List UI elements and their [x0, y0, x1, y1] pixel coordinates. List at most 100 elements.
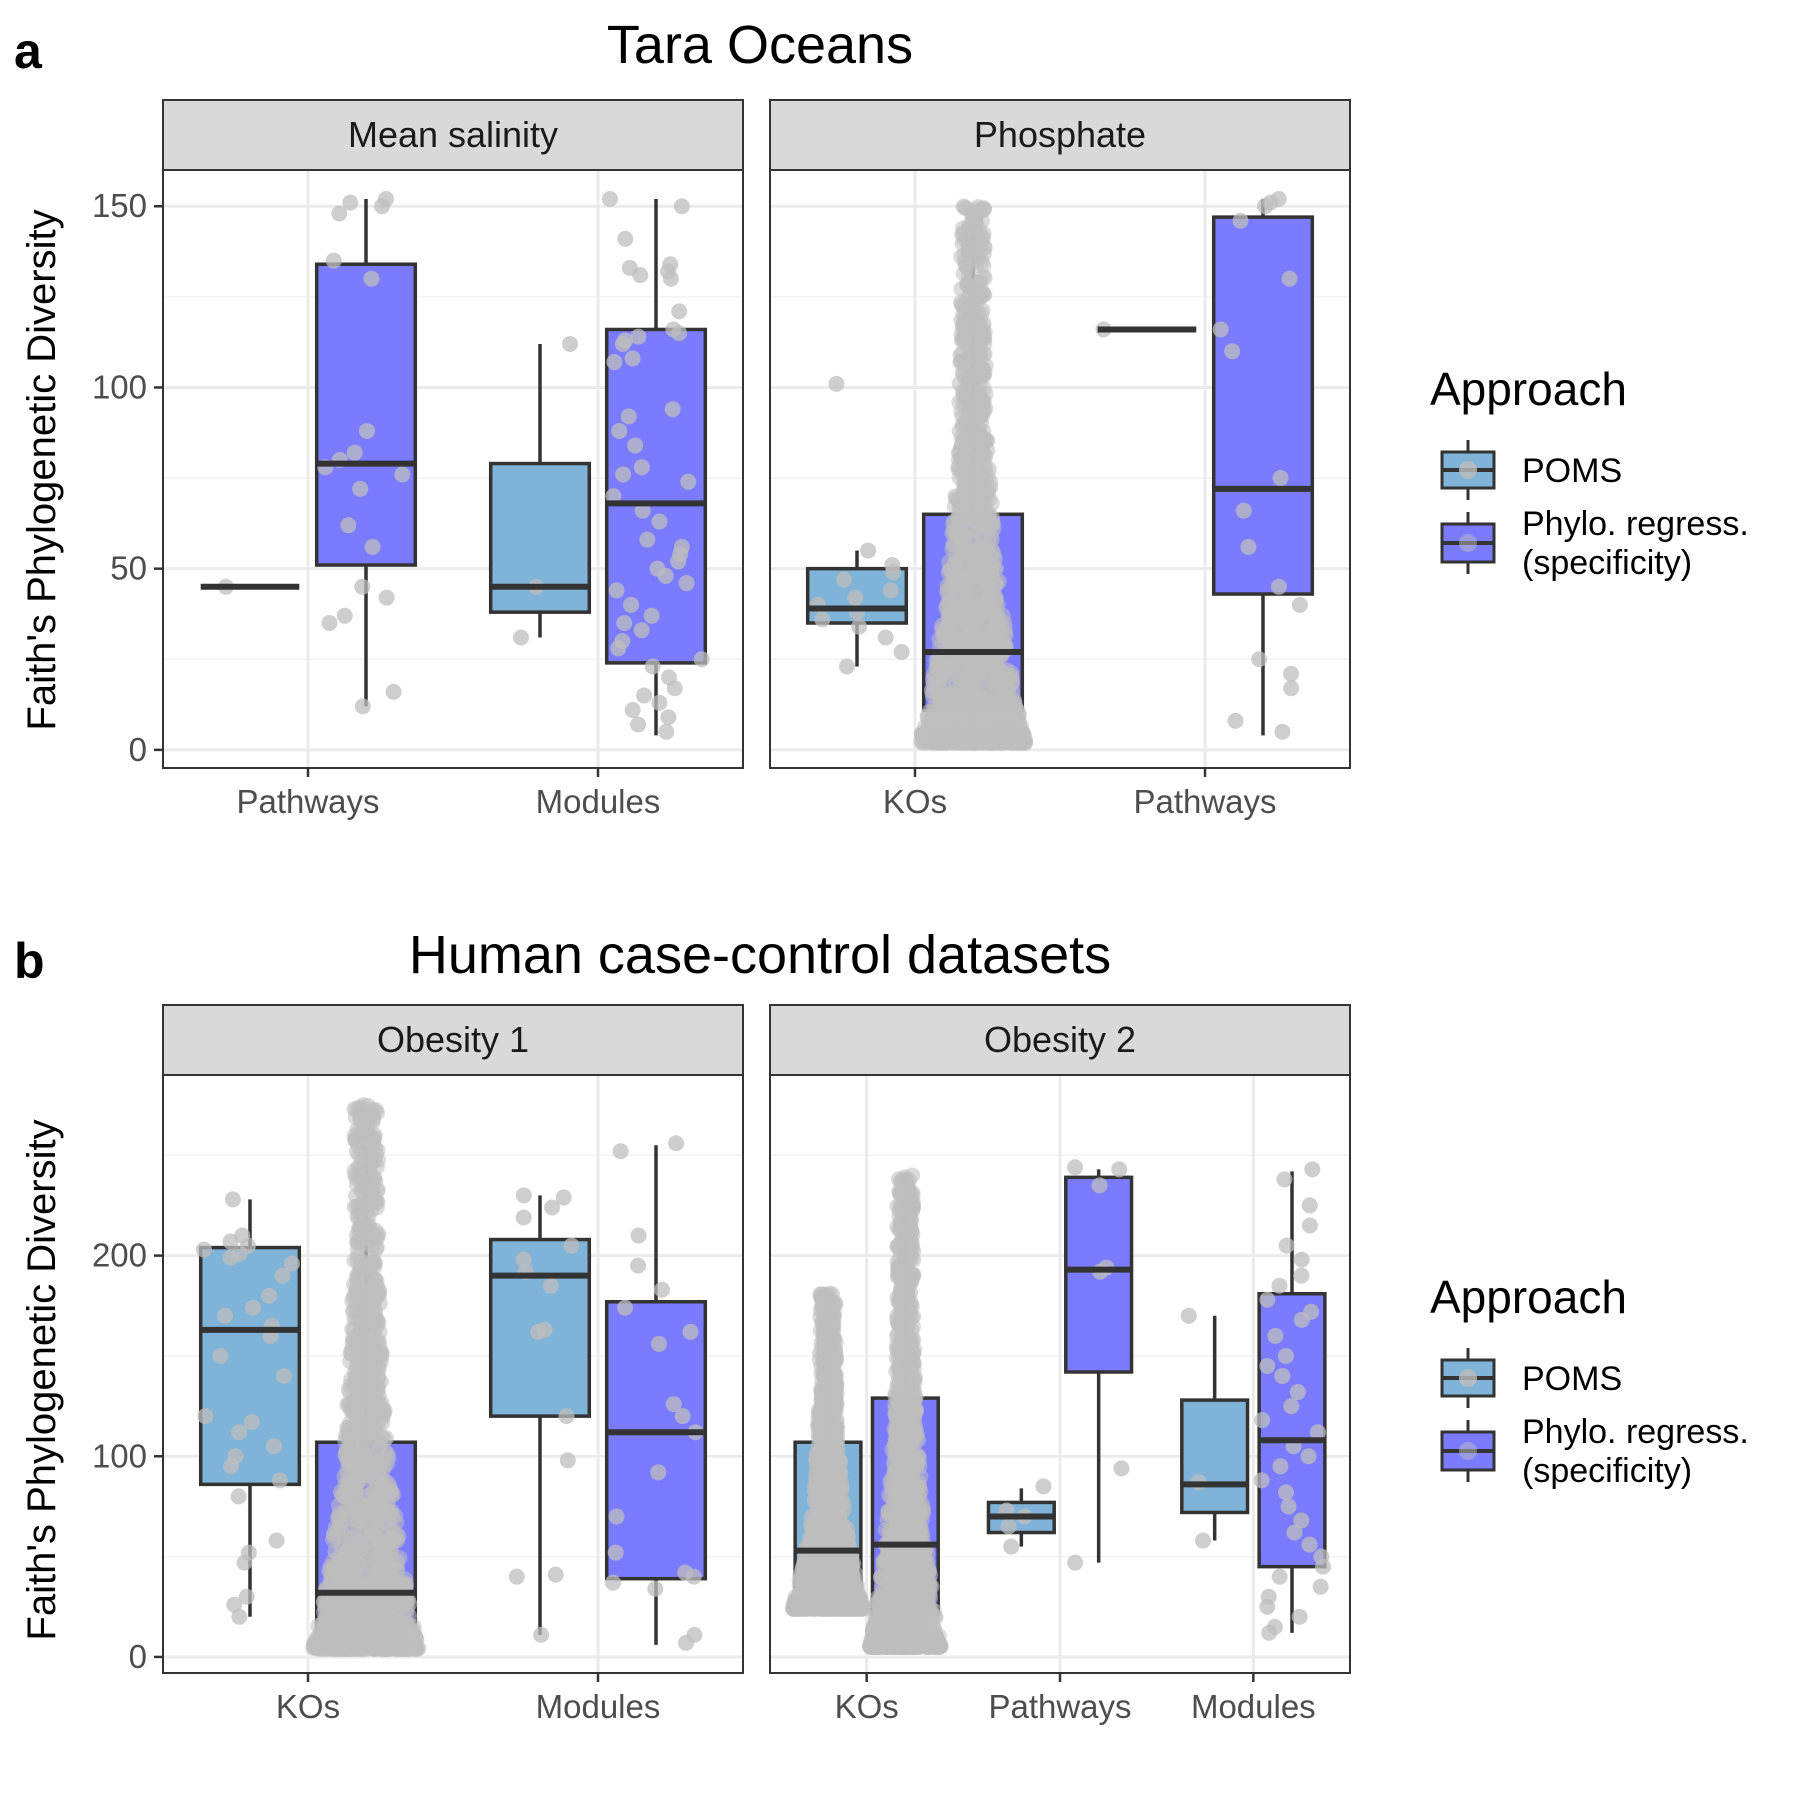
data-point	[664, 401, 681, 418]
series-phylo	[314, 190, 710, 740]
data-point	[367, 1310, 384, 1327]
data-point	[617, 230, 634, 247]
data-point	[678, 1634, 695, 1651]
data-point	[512, 629, 529, 646]
y-tick-label: 0	[129, 1638, 147, 1675]
data-point	[838, 658, 855, 675]
data-point	[358, 422, 375, 439]
data-point	[632, 267, 649, 284]
series-poms	[200, 335, 592, 646]
data-point	[678, 575, 695, 592]
data-point	[238, 1588, 255, 1605]
data-point	[515, 1209, 532, 1226]
data-point	[544, 1199, 561, 1216]
data-point	[823, 1462, 840, 1479]
data-point	[1257, 198, 1274, 215]
data-point	[271, 1472, 288, 1489]
data-point	[370, 1286, 387, 1303]
data-point	[943, 575, 960, 592]
data-point	[662, 270, 679, 287]
data-point	[945, 733, 962, 750]
data-point	[352, 480, 369, 497]
data-point	[885, 564, 902, 581]
data-point	[956, 579, 973, 596]
data-point	[918, 734, 935, 751]
data-point	[1004, 703, 1021, 720]
data-point	[355, 1461, 372, 1478]
data-point	[330, 1619, 347, 1636]
box-poms-modules	[488, 1187, 592, 1643]
box-iqr	[1180, 1398, 1250, 1515]
data-point	[967, 212, 984, 229]
y-tick-label: 0	[129, 731, 147, 768]
data-point	[617, 1299, 634, 1316]
data-point	[957, 457, 974, 474]
data-point	[376, 1402, 393, 1419]
data-point	[819, 1287, 836, 1304]
data-point	[379, 1446, 396, 1463]
y-tick-label: 100	[92, 368, 147, 405]
data-point	[992, 628, 1009, 645]
facet-strip-label: Phosphate	[974, 114, 1146, 155]
data-point	[951, 394, 968, 411]
data-point	[607, 1544, 624, 1561]
data-point	[973, 469, 990, 486]
data-point	[633, 459, 650, 476]
series-poms	[805, 321, 1197, 675]
data-point	[605, 488, 622, 505]
data-point	[969, 720, 986, 737]
data-point	[547, 1566, 564, 1583]
box-iqr	[314, 262, 418, 567]
data-point	[973, 362, 990, 379]
data-point	[815, 1423, 832, 1440]
data-point	[226, 1596, 243, 1613]
data-point	[346, 444, 363, 461]
data-point	[670, 553, 687, 570]
box-poms-modules	[488, 335, 592, 646]
data-point	[345, 1569, 362, 1586]
data-point	[954, 329, 971, 346]
data-point	[533, 1626, 550, 1643]
data-point	[1291, 596, 1308, 613]
data-point	[796, 1559, 813, 1576]
data-point	[827, 1349, 844, 1366]
data-point	[693, 651, 710, 668]
data-point	[937, 665, 954, 682]
data-point	[373, 1534, 390, 1551]
data-point	[562, 335, 579, 352]
data-point	[360, 1161, 377, 1178]
data-point	[961, 469, 978, 486]
facet-strip-label: Obesity 2	[984, 1019, 1136, 1060]
data-point	[643, 607, 660, 624]
data-point	[224, 1191, 241, 1208]
data-point	[350, 1368, 367, 1385]
data-point	[920, 716, 937, 733]
box-phylo-modules	[601, 190, 710, 740]
data-point	[608, 1508, 625, 1525]
data-point	[1283, 680, 1300, 697]
x-tick-label: KOs	[276, 1688, 340, 1725]
data-point	[967, 664, 984, 681]
data-point	[231, 1608, 248, 1625]
data-point	[1003, 1538, 1020, 1555]
data-point	[975, 396, 992, 413]
data-point	[630, 328, 647, 345]
data-point	[1212, 321, 1229, 338]
data-point	[195, 1241, 212, 1258]
data-point	[542, 1277, 559, 1294]
data-point	[650, 1464, 667, 1481]
y-axis-title-b: Faith's Phylogenetic Diversity	[20, 1119, 64, 1640]
data-point	[636, 687, 653, 704]
data-point	[968, 408, 985, 425]
data-point	[374, 198, 391, 215]
data-point	[331, 205, 348, 222]
data-point	[351, 1509, 368, 1526]
data-point	[990, 573, 1007, 590]
x-tick-label: Modules	[536, 783, 661, 820]
data-point	[644, 658, 661, 675]
box-phylo-pathways	[314, 190, 418, 715]
data-point	[847, 589, 864, 606]
